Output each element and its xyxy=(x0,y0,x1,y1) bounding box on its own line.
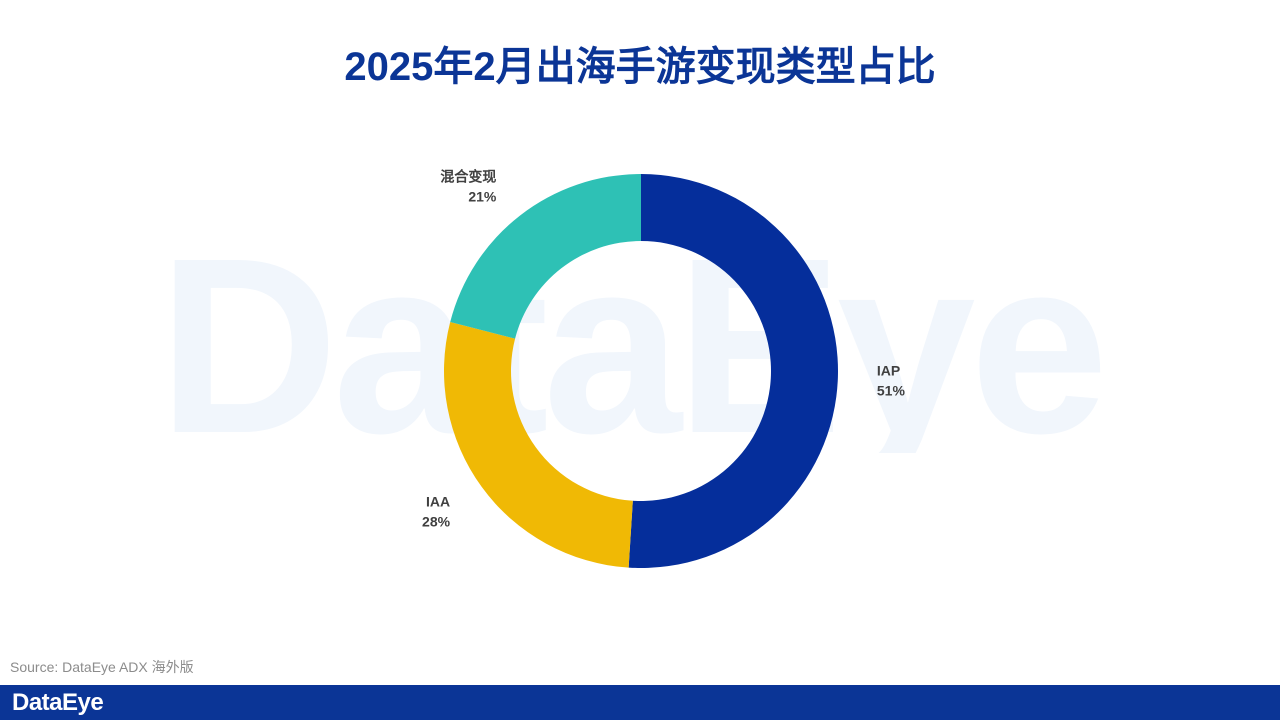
slice-label-2: IAA 28% xyxy=(422,494,451,530)
slice-name-2: IAA xyxy=(426,494,450,510)
footer-logo: DataEye xyxy=(12,689,104,716)
watermark-logo: DataEye xyxy=(158,238,1109,453)
footer-bar: DataEye xyxy=(0,685,1280,720)
slice-name-1: IAP xyxy=(877,362,900,378)
source-note: Source: DataEye ADX 海外版 xyxy=(10,659,194,675)
slice-label-3: 混合变现 21% xyxy=(440,169,497,205)
labels-layer: IAP 51% IAA 28% 混合变现 21% xyxy=(422,169,905,530)
slices-layer xyxy=(444,174,839,568)
slice-name-3: 混合变现 xyxy=(440,169,496,185)
slice-value-3: 21% xyxy=(468,189,497,205)
slice-3 xyxy=(450,174,641,339)
slice-label-1: IAP 51% xyxy=(877,362,906,398)
slice-2 xyxy=(444,322,633,568)
slice-value-2: 28% xyxy=(422,514,451,530)
slice-1 xyxy=(628,174,839,568)
chart-title: 2025年2月出海手游变现类型占比 xyxy=(344,45,936,89)
slice-value-1: 51% xyxy=(877,382,906,398)
